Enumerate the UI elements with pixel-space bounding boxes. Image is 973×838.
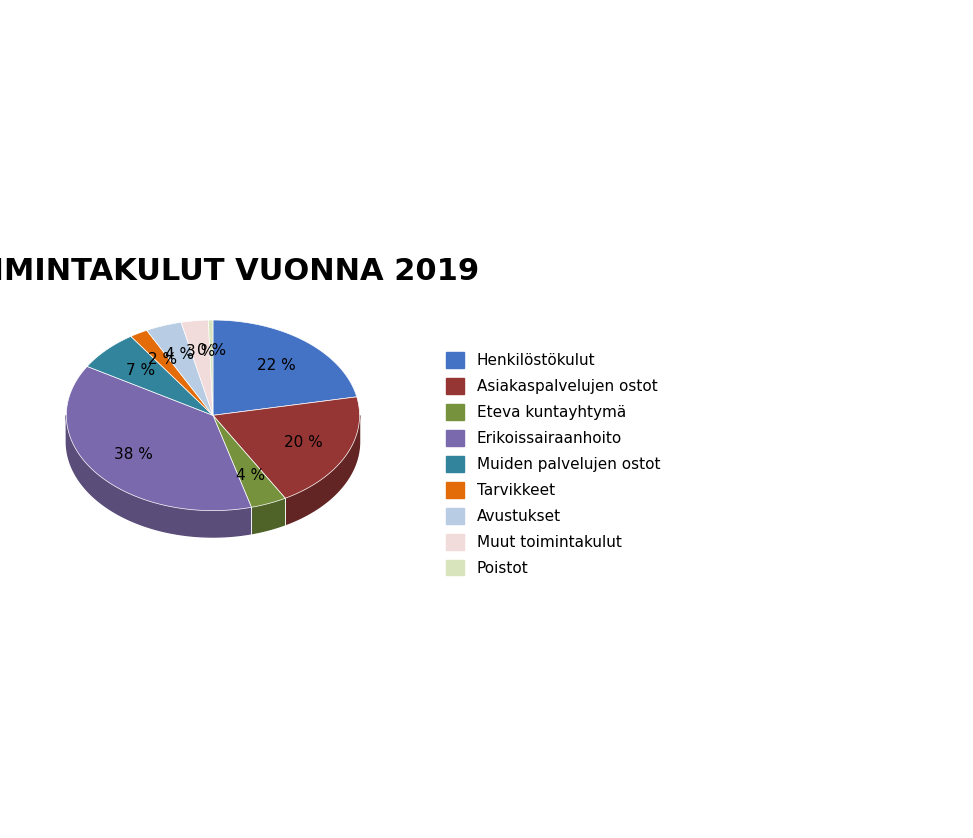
- Polygon shape: [88, 336, 213, 416]
- Polygon shape: [66, 366, 251, 510]
- Text: 0 %: 0 %: [197, 343, 226, 358]
- Polygon shape: [208, 320, 213, 416]
- Polygon shape: [285, 416, 360, 525]
- Polygon shape: [213, 320, 357, 416]
- Legend: Henkilöstökulut, Asiakaspalvelujen ostot, Eteva kuntayhtymä, Erikoissairaanhoito: Henkilöstökulut, Asiakaspalvelujen ostot…: [438, 344, 667, 583]
- Polygon shape: [147, 323, 213, 416]
- Text: 20 %: 20 %: [284, 435, 323, 450]
- Polygon shape: [251, 499, 285, 534]
- Text: 4 %: 4 %: [164, 347, 194, 362]
- Text: 3 %: 3 %: [186, 344, 215, 359]
- Ellipse shape: [66, 346, 360, 537]
- Polygon shape: [213, 397, 360, 499]
- Text: 38 %: 38 %: [114, 447, 153, 462]
- Text: 2 %: 2 %: [148, 352, 177, 367]
- Polygon shape: [181, 320, 213, 416]
- Polygon shape: [66, 416, 251, 537]
- Text: 4 %: 4 %: [236, 468, 266, 483]
- Polygon shape: [131, 330, 213, 416]
- Text: TOIMINTAKULUT VUONNA 2019: TOIMINTAKULUT VUONNA 2019: [0, 257, 480, 287]
- Polygon shape: [213, 416, 285, 507]
- Text: 22 %: 22 %: [257, 358, 296, 373]
- Text: 7 %: 7 %: [126, 364, 155, 378]
